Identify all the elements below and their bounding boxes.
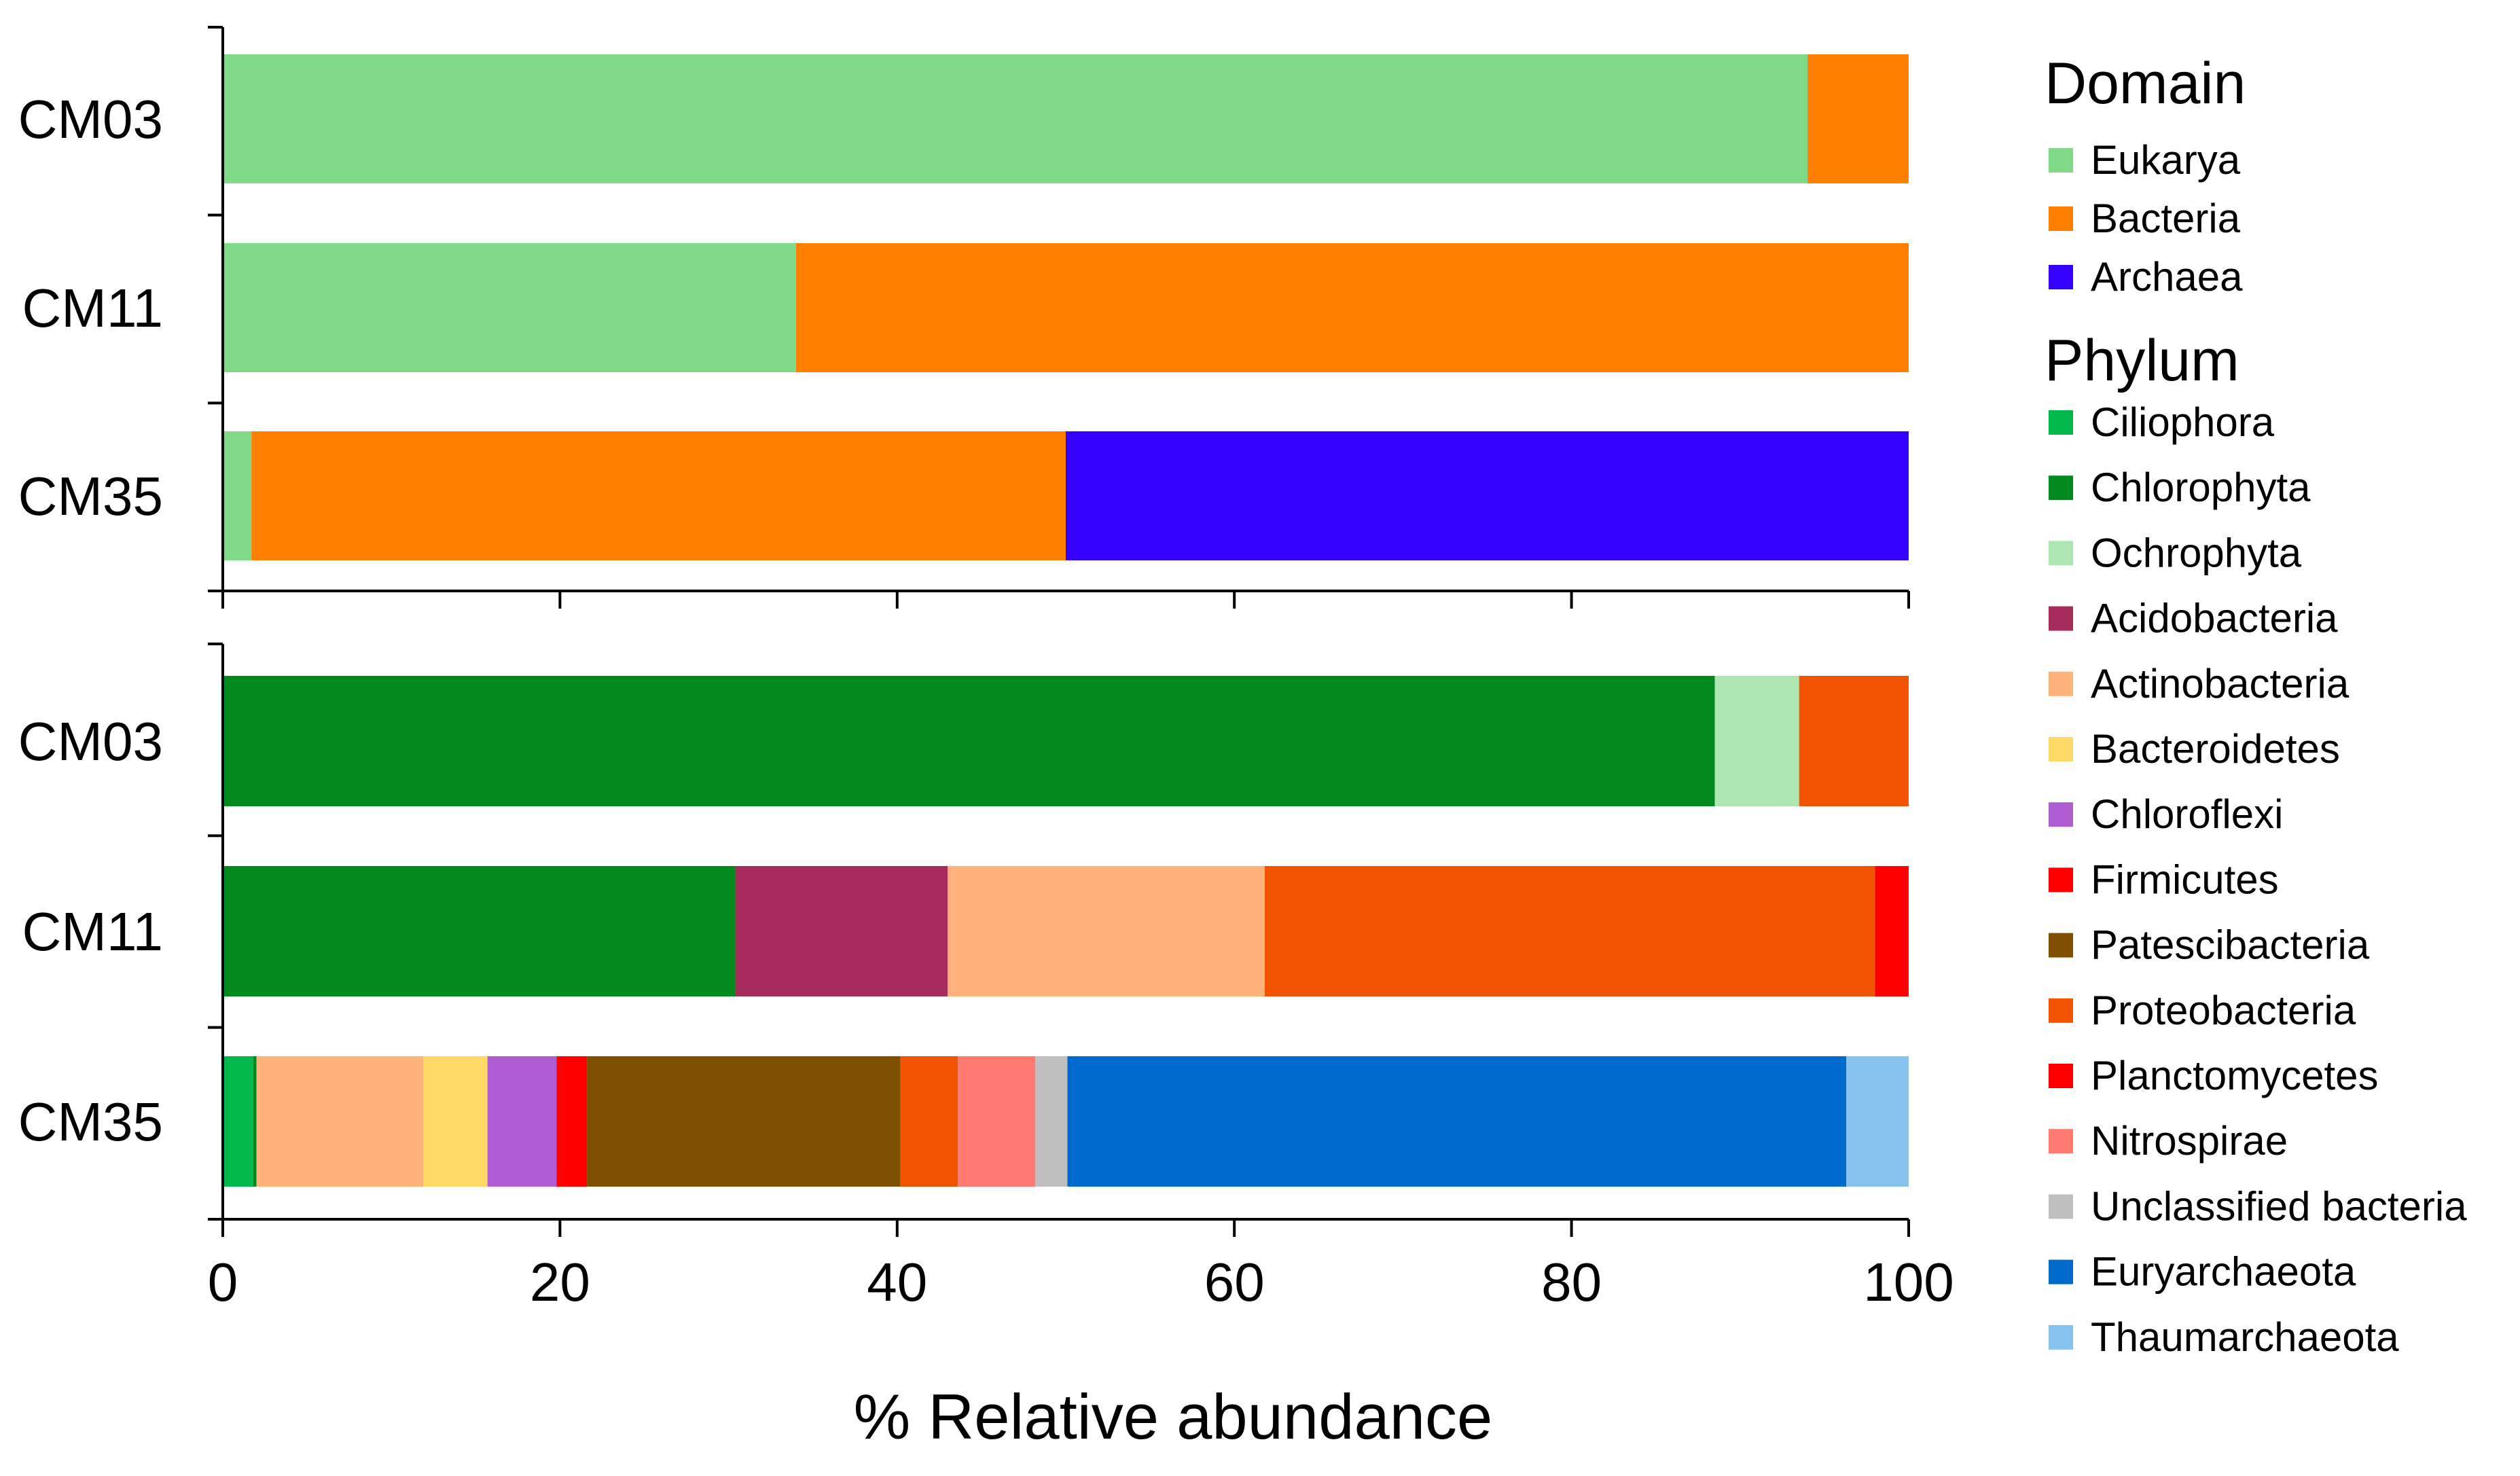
category-label-cm35: CM35: [18, 1092, 163, 1152]
bar-segment-cm35-nitrospirae: [958, 1056, 1036, 1187]
category-label-cm03: CM03: [18, 89, 163, 149]
bar-segment-cm35-bacteria: [251, 431, 1066, 560]
legend-label-thaumarchaeota: Thaumarchaeota: [2091, 1314, 2399, 1360]
legend-swatch-acidobacteria: [2049, 606, 2073, 631]
bar-segment-cm35-chlorophyta: [253, 1056, 257, 1187]
bar-segment-cm35-ciliophora: [223, 1056, 253, 1187]
legend-swatch-firmicutes: [2049, 867, 2073, 893]
bar-segment-cm35-thaumarchaeota: [1846, 1056, 1909, 1187]
legend-swatch-unclassified-bacteria: [2049, 1194, 2073, 1219]
bar-segment-cm03-bacteria: [1807, 54, 1909, 183]
legend-swatch-bacteroidetes: [2049, 737, 2073, 761]
bar-segment-cm35-euryarchaeota: [1067, 1056, 1847, 1187]
bar-segment-cm35-eukarya: [223, 431, 252, 560]
x-axis-title: % Relative abundance: [854, 1381, 1493, 1452]
legend-label-ochrophyta: Ochrophyta: [2091, 530, 2302, 575]
bar-segment-cm35-chloroflexi: [487, 1056, 557, 1187]
bar-segment-cm35-bacteroidetes: [423, 1056, 488, 1187]
bar-segment-cm35-unclassified-bacteria: [1035, 1056, 1068, 1187]
bar-segment-cm03-eukarya: [223, 54, 1808, 183]
legend-label-ciliophora: Ciliophora: [2091, 399, 2275, 445]
legend-label-bacteroidetes: Bacteroidetes: [2091, 726, 2340, 772]
domain-panel: CM03 CM11 CM35: [18, 26, 1910, 609]
legend-label-chlorophyta: Chlorophyta: [2091, 465, 2311, 510]
legend-swatch-thaumarchaeota: [2049, 1325, 2073, 1350]
bar-segment-cm35-proteobacteria: [900, 1056, 958, 1187]
legend: Domain Eukarya Bacteria Archaea Phylum Ciliop…: [2045, 51, 2467, 1360]
legend-swatch-eukarya: [2049, 148, 2073, 173]
bar-segment-cm11-bacteria: [795, 243, 1909, 372]
bar-segment-cm11-actinobacteria: [948, 866, 1265, 996]
bar-segment-cm11-eukarya: [223, 243, 796, 372]
bar-segment-cm35-patescibacteria: [587, 1056, 901, 1187]
category-label-cm11: CM11: [22, 278, 163, 338]
legend-swatch-nitrospirae: [2049, 1129, 2073, 1154]
x-tick-label-40: 40: [867, 1252, 927, 1312]
legend-swatch-chloroflexi: [2049, 802, 2073, 827]
bar-segment-cm35-actinobacteria: [256, 1056, 424, 1187]
legend-swatch-chlorophyta: [2049, 475, 2073, 501]
x-tick-label-80: 80: [1541, 1252, 1602, 1312]
legend-label-nitrospirae: Nitrospirae: [2091, 1118, 2288, 1164]
legend-swatch-ciliophora: [2049, 410, 2073, 435]
x-tick-label-100: 100: [1863, 1252, 1954, 1312]
bar-segment-cm03-chlorophyta: [223, 676, 1715, 806]
legend-swatch-proteobacteria: [2049, 998, 2073, 1023]
phylum-panel: CM03 CM11 CM35 0 20 40 60 80 100: [18, 643, 1954, 1312]
bar-segment-cm11-planctomycetes: [1875, 866, 1909, 996]
bar-segment-cm03-ochrophyta: [1714, 676, 1799, 806]
bar-segment-cm03-proteobacteria: [1799, 676, 1909, 806]
legend-swatch-euryarchaeota: [2049, 1259, 2073, 1284]
legend-swatch-patescibacteria: [2049, 933, 2073, 958]
legend-label-patescibacteria: Patescibacteria: [2091, 922, 2370, 968]
bar-segment-cm11-acidobacteria: [735, 866, 948, 996]
legend-label-archaea: Archaea: [2091, 254, 2243, 300]
legend-label-proteobacteria: Proteobacteria: [2091, 988, 2356, 1033]
legend-label-euryarchaeota: Euryarchaeota: [2091, 1249, 2356, 1295]
legend-swatch-planctomycetes: [2049, 1064, 2073, 1088]
legend-label-acidobacteria: Acidobacteria: [2091, 596, 2338, 641]
bar-segment-cm35-archaea: [1066, 431, 1909, 560]
legend-label-firmicutes: Firmicutes: [2091, 857, 2279, 902]
category-label-cm11: CM11: [22, 901, 163, 962]
bar-segment-cm11-chlorophyta: [223, 866, 736, 996]
x-tick-label-20: 20: [530, 1252, 590, 1312]
legend-title-domain: Domain: [2045, 51, 2246, 116]
legend-swatch-ochrophyta: [2049, 541, 2073, 566]
category-label-cm03: CM03: [18, 711, 163, 772]
legend-swatch-bacteria: [2049, 206, 2073, 231]
legend-label-eukarya: Eukarya: [2091, 137, 2241, 183]
bar-segment-cm11-proteobacteria: [1264, 866, 1875, 996]
legend-swatch-archaea: [2049, 265, 2073, 289]
legend-label-chloroflexi: Chloroflexi: [2091, 791, 2283, 837]
category-label-cm35: CM35: [18, 466, 163, 526]
x-tick-label-60: 60: [1204, 1252, 1265, 1312]
legend-label-unclassified-bacteria: Unclassified bacteria: [2091, 1183, 2467, 1229]
legend-label-planctomycetes: Planctomycetes: [2091, 1053, 2379, 1098]
legend-label-bacteria: Bacteria: [2091, 196, 2241, 241]
legend-title-phylum: Phylum: [2045, 328, 2239, 393]
x-tick-label-0: 0: [208, 1252, 238, 1312]
bar-segment-cm35-firmicutes: [556, 1056, 588, 1187]
legend-swatch-actinobacteria: [2049, 671, 2073, 696]
legend-label-actinobacteria: Actinobacteria: [2091, 661, 2350, 706]
